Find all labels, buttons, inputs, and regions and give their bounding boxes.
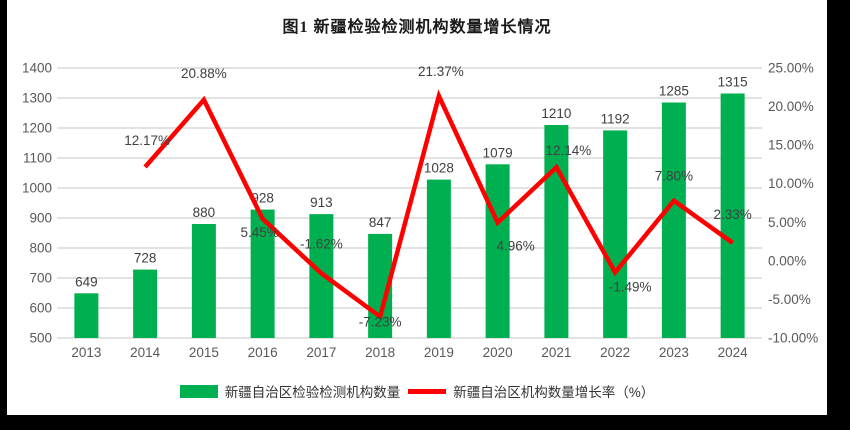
left-axis-tick: 1100 bbox=[23, 151, 52, 166]
bar-value-label: 1285 bbox=[659, 84, 689, 99]
x-axis-tick: 2016 bbox=[248, 345, 278, 360]
bar-value-label: 1028 bbox=[424, 161, 454, 176]
bar-value-label: 880 bbox=[193, 205, 216, 220]
line-point-label: 7.80% bbox=[655, 169, 693, 184]
line-point-label: 12.17% bbox=[124, 133, 170, 148]
bar bbox=[485, 164, 510, 338]
bar bbox=[191, 224, 216, 338]
left-axis-tick: 800 bbox=[29, 241, 52, 256]
x-axis-tick: 2017 bbox=[306, 345, 336, 360]
bar-value-label: 1192 bbox=[601, 111, 630, 126]
bar-series-swatch bbox=[179, 384, 218, 398]
x-axis-tick: 2021 bbox=[541, 345, 571, 360]
growth-line bbox=[143, 89, 734, 321]
bar bbox=[661, 102, 686, 338]
bar-value-label: 1210 bbox=[541, 106, 571, 121]
bar-value-label: 649 bbox=[75, 274, 98, 289]
right-axis-tick: 5.00% bbox=[768, 215, 806, 230]
line-point-label: 5.45% bbox=[240, 225, 278, 240]
bar-value-label: 1079 bbox=[483, 145, 513, 160]
bar-value-label: 913 bbox=[310, 195, 333, 210]
right-axis-tick: 25.00% bbox=[768, 61, 814, 76]
line-series-label: 新疆自治区机构数量增长率（%） bbox=[453, 385, 655, 400]
bar bbox=[720, 93, 745, 338]
right-axis-tick: -10.00% bbox=[768, 331, 818, 346]
line-point-label: 4.96% bbox=[496, 239, 534, 254]
line-series-swatch bbox=[408, 388, 447, 394]
bar-value-label: 847 bbox=[369, 215, 392, 230]
chart-title: 图1 新疆检验检测机构数量增长情况 bbox=[282, 19, 552, 36]
left-axis-tick: 700 bbox=[29, 271, 52, 286]
x-axis-tick: 2019 bbox=[424, 345, 454, 360]
line-point-label: 12.14% bbox=[545, 143, 591, 158]
chart-legend: 新疆自治区检验检测机构数量 新疆自治区机构数量增长率（%） bbox=[7, 381, 827, 401]
right-axis-tick: 10.00% bbox=[768, 176, 814, 191]
left-axis-tick: 500 bbox=[29, 331, 52, 346]
x-axis-tick: 2018 bbox=[365, 345, 395, 360]
line-point-label: 20.88% bbox=[181, 66, 227, 81]
left-axis-tick: 1400 bbox=[22, 61, 52, 76]
right-axis-tick: 0.00% bbox=[768, 253, 806, 268]
x-axis-tick: 2015 bbox=[189, 345, 219, 360]
legend-item-bar-series: 新疆自治区检验检测机构数量 bbox=[179, 381, 401, 401]
left-axis-tick: 1000 bbox=[22, 181, 52, 196]
line-point-label: 21.37% bbox=[418, 64, 464, 79]
left-axis-tick: 600 bbox=[29, 301, 52, 316]
bar-series-label: 新疆自治区检验检测机构数量 bbox=[224, 385, 401, 400]
x-axis-tick: 2020 bbox=[483, 345, 513, 360]
right-axis-tick: -5.00% bbox=[768, 292, 811, 307]
legend-item-line-series: 新疆自治区机构数量增长率（%） bbox=[408, 381, 654, 401]
bar-value-label: 1315 bbox=[718, 75, 748, 90]
x-axis-tick: 2013 bbox=[71, 345, 101, 360]
bar bbox=[74, 293, 99, 338]
x-axis-tick: 2023 bbox=[659, 345, 689, 360]
bar-value-label: 728 bbox=[134, 251, 157, 266]
x-axis-tick: 2014 bbox=[130, 345, 161, 360]
x-axis-tick: 2024 bbox=[718, 345, 749, 360]
left-axis-tick: 1300 bbox=[22, 91, 52, 106]
bar bbox=[133, 269, 158, 338]
bar bbox=[544, 125, 569, 338]
bar-value-label: 928 bbox=[251, 191, 274, 206]
chart-canvas: 图1 新疆检验检测机构数量增长情况 1400 1300 1200 1100 1000 90… bbox=[7, 0, 827, 415]
left-axis-tick: 1200 bbox=[22, 121, 52, 136]
right-axis-tick: 15.00% bbox=[768, 138, 814, 153]
line-point-label: -1.49% bbox=[609, 279, 652, 294]
line-point-label: -7.23% bbox=[359, 315, 402, 330]
bar bbox=[603, 130, 628, 338]
bar bbox=[250, 209, 275, 338]
line-point-label: 2.33% bbox=[713, 207, 751, 222]
line-point-label: -1.62% bbox=[300, 236, 343, 251]
x-axis-tick: 2022 bbox=[600, 345, 630, 360]
bar bbox=[426, 179, 451, 338]
right-axis-tick: 20.00% bbox=[768, 99, 814, 114]
combo-chart: 1400 1300 1200 1100 1000 900 800 700 600 500 25.00… bbox=[22, 61, 818, 361]
left-axis-tick: 900 bbox=[29, 211, 52, 226]
